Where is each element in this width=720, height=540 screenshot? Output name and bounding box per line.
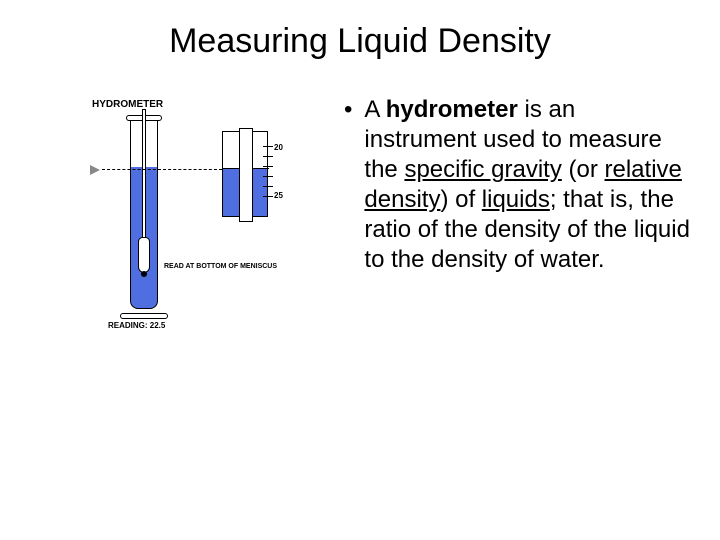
cylinder-base [120,313,168,319]
closeup-tick-label-top: 20 [274,143,283,152]
bullet-icon: • [340,95,364,125]
label-hydrometer: HYDROMETER [92,99,163,110]
closeup-tick [263,166,273,167]
closeup-tick [263,196,273,197]
hydrometer-instrument [139,109,149,289]
slide-title: Measuring Liquid Density [0,0,720,71]
definition-paragraph: A hydrometer is an instrument used to me… [364,95,690,275]
hydrometer-diagram: HYDROMETER 20 25 READ AT BOTTOM OF MEN [30,91,330,371]
closeup-tick [263,156,273,157]
closeup-tick [263,146,273,147]
hydrometer-stem [142,109,146,239]
text-bold-hydrometer: hydrometer [386,96,518,123]
hydrometer-ballast [141,271,147,277]
text-seg3: (or [562,156,605,183]
closeup-tick-label-bot: 25 [274,191,283,200]
text-seg4: ) of [440,186,481,213]
closeup-inset [222,131,268,217]
meniscus-line [102,169,222,170]
body-text: • A hydrometer is an instrument used to … [330,91,690,371]
text-seg1: A [364,96,385,123]
closeup-tick [263,186,273,187]
closeup-tick [263,176,273,177]
label-read-meniscus: READ AT BOTTOM OF MENISCUS [164,263,277,270]
closeup-stem [239,128,253,222]
meniscus-arrow-icon [90,165,100,175]
hydrometer-bulb [138,237,150,273]
closeup-meniscus-left [223,168,239,178]
link-specific-gravity[interactable]: specific gravity [404,156,561,183]
link-liquids[interactable]: liquids [482,186,550,213]
label-reading-value: READING: 22.5 [108,321,165,330]
content-row: HYDROMETER 20 25 READ AT BOTTOM OF MEN [0,71,720,371]
